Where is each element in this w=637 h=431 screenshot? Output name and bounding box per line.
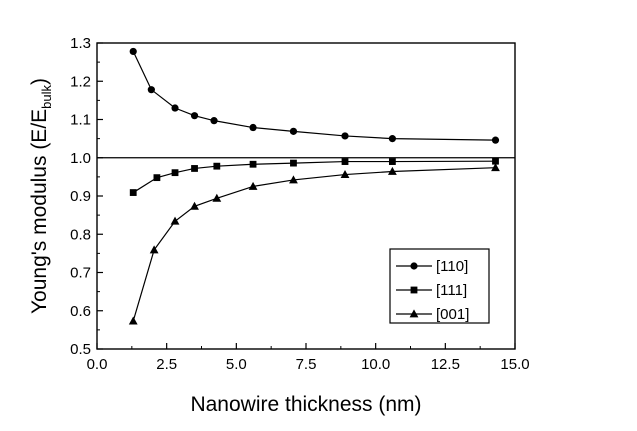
x-axis-title: Nanowire thickness (nm) [190, 393, 421, 416]
data-point [249, 160, 257, 168]
x-tick-label: 0.0 [87, 356, 108, 373]
data-point [129, 47, 137, 56]
series-line [132, 51, 496, 141]
legend-label: [001] [436, 306, 469, 323]
data-point [290, 159, 297, 167]
series-circle [129, 47, 500, 144]
y-tick-label: 1.2 [70, 73, 91, 90]
data-point [171, 104, 179, 112]
y-axis-title-main: Young's modulus (E/E [28, 109, 51, 314]
data-point [341, 132, 349, 140]
data-point [190, 201, 199, 210]
axis-ticks: 0.0 2.5 5.0 7.5 10.0 12.5 15.0 0.5 0.6 0.7 0.8 0.9 1… [70, 35, 529, 373]
legend-box [389, 248, 490, 324]
data-point [129, 189, 137, 196]
data-point [171, 169, 179, 177]
series-triangle [128, 163, 500, 325]
data-point [212, 193, 222, 202]
legend-entry: [111] [396, 282, 467, 299]
y-tick-label: 0.7 [70, 265, 91, 282]
y-tick-label: 1.3 [70, 35, 91, 52]
data-point [210, 117, 218, 125]
legend: [110] [111] [001] [389, 248, 490, 324]
y-tick-label: 0.6 [70, 303, 91, 320]
y-tick-label: 1.0 [70, 150, 91, 167]
series-line [132, 167, 496, 322]
y-axis-title: Young's modulus (E/Ebulk) [28, 78, 54, 314]
data-point [190, 112, 199, 120]
data-point [147, 86, 155, 94]
x-tick-label: 10.0 [361, 356, 390, 373]
data-point [289, 127, 298, 135]
legend-entry: [110] [396, 258, 468, 275]
data-point [491, 163, 500, 172]
x-tick-label: 12.5 [431, 356, 460, 373]
data-point [491, 136, 500, 144]
y-tick-label: 0.8 [70, 226, 91, 243]
data-point [249, 123, 257, 132]
x-tick-label: 2.5 [156, 356, 177, 373]
data-point [289, 175, 298, 184]
y-axis-title-close: ) [28, 78, 51, 85]
legend-marker [410, 286, 418, 294]
y-axis-title-sub: bulk [39, 84, 54, 108]
y-tick-label: 0.5 [70, 341, 91, 358]
data-point [341, 158, 349, 165]
x-tick-label: 15.0 [500, 356, 529, 373]
data-point [213, 162, 221, 170]
legend-entry: [001] [396, 306, 469, 323]
y-tick-label: 0.9 [70, 188, 91, 205]
data-point [128, 316, 138, 325]
x-tick-label: 5.0 [226, 356, 247, 373]
series-layer [128, 47, 500, 325]
data-point [248, 181, 258, 190]
data-point [340, 169, 350, 178]
data-point [387, 166, 397, 175]
data-point [191, 165, 198, 172]
legend-marker [409, 309, 419, 318]
data-point [170, 216, 180, 225]
data-point [388, 135, 396, 143]
series-line [132, 160, 496, 194]
x-tick-label: 7.5 [296, 356, 317, 373]
legend-marker [410, 262, 418, 270]
data-point [149, 245, 159, 254]
data-point [153, 174, 161, 182]
series-square [129, 157, 499, 196]
y-tick-label: 1.1 [70, 112, 91, 129]
data-point [388, 158, 396, 165]
legend-label: [111] [436, 282, 467, 299]
legend-label: [110] [436, 258, 468, 275]
data-point [492, 157, 499, 165]
